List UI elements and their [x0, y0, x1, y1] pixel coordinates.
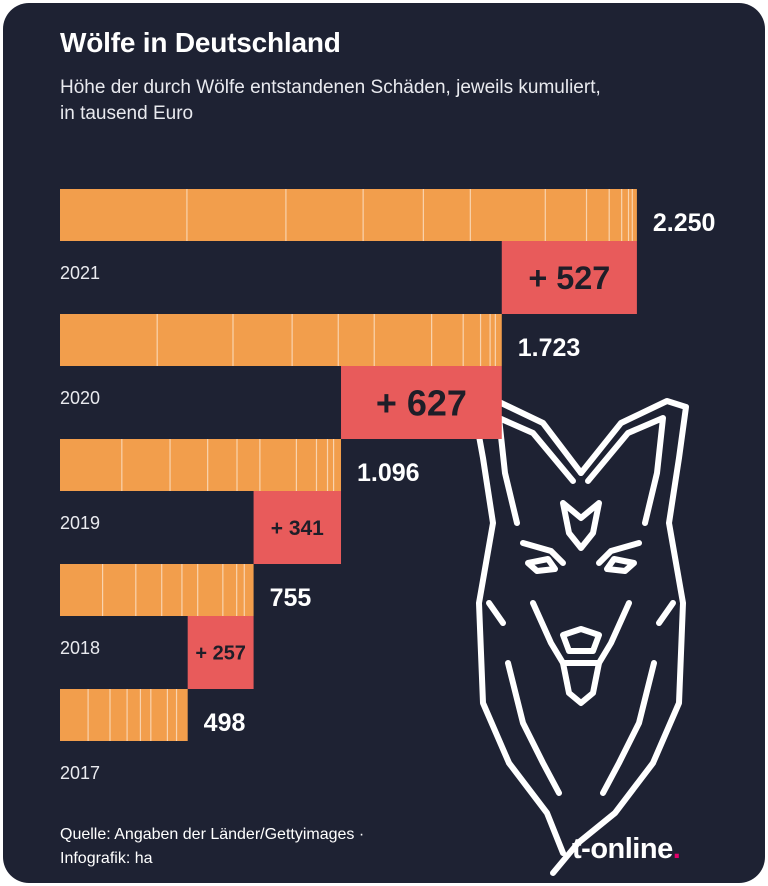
brand-logo: t-online. — [572, 833, 681, 866]
brand-name: t-online — [572, 833, 673, 865]
chart-subtitle: Höhe der durch Wölfe entstandenen Schäde… — [60, 75, 720, 127]
chart-title: Wölfe in Deutschland — [60, 27, 341, 58]
value-label-2017: 498 — [204, 709, 246, 737]
brand-dot: . — [672, 833, 681, 865]
increase-label-2020: + 627 — [376, 382, 467, 423]
bar-2018 — [60, 564, 254, 616]
value-label-2018: 755 — [270, 584, 312, 612]
source-line-1: Quelle: Angaben der Länder/Gettyimages · — [60, 826, 365, 843]
source-line-2: Infografik: ha — [60, 850, 153, 867]
subtitle-line-2: in tausend Euro — [60, 103, 194, 124]
infographic-card: Wölfe in Deutschland Höhe der durch Wölf… — [3, 3, 765, 883]
bar-2021 — [60, 189, 637, 241]
wolf-head-icon — [470, 398, 689, 876]
increase-label-2021: + 527 — [528, 260, 610, 296]
increase-label-2019: + 341 — [271, 517, 324, 540]
source-note: Quelle: Angaben der Länder/Gettyimages ·… — [60, 823, 364, 871]
bar-chart: 2.250 2021 + 527 1.723 2020 + 627 1.096 2019 + 3… — [60, 189, 716, 876]
subtitle-line-1: Höhe der durch Wölfe entstandenen Schäde… — [60, 77, 601, 98]
value-label-2020: 1.723 — [518, 334, 581, 362]
value-label-2019: 1.096 — [357, 459, 420, 487]
bar-2019 — [60, 439, 342, 491]
bar-2017 — [60, 689, 188, 741]
year-label-2019: 2019 — [60, 513, 100, 533]
year-label-2020: 2020 — [60, 388, 100, 408]
increase-box-2020 — [341, 366, 502, 439]
bar-2020 — [60, 314, 502, 366]
value-label-2021: 2.250 — [653, 209, 716, 237]
increase-box-2019 — [253, 491, 342, 564]
increase-label-2018: + 257 — [195, 643, 246, 665]
year-label-2017: 2017 — [60, 763, 100, 783]
increase-box-2021 — [501, 241, 637, 314]
year-label-2018: 2018 — [60, 638, 100, 658]
year-label-2021: 2021 — [60, 263, 100, 283]
increase-box-2018 — [187, 616, 254, 689]
